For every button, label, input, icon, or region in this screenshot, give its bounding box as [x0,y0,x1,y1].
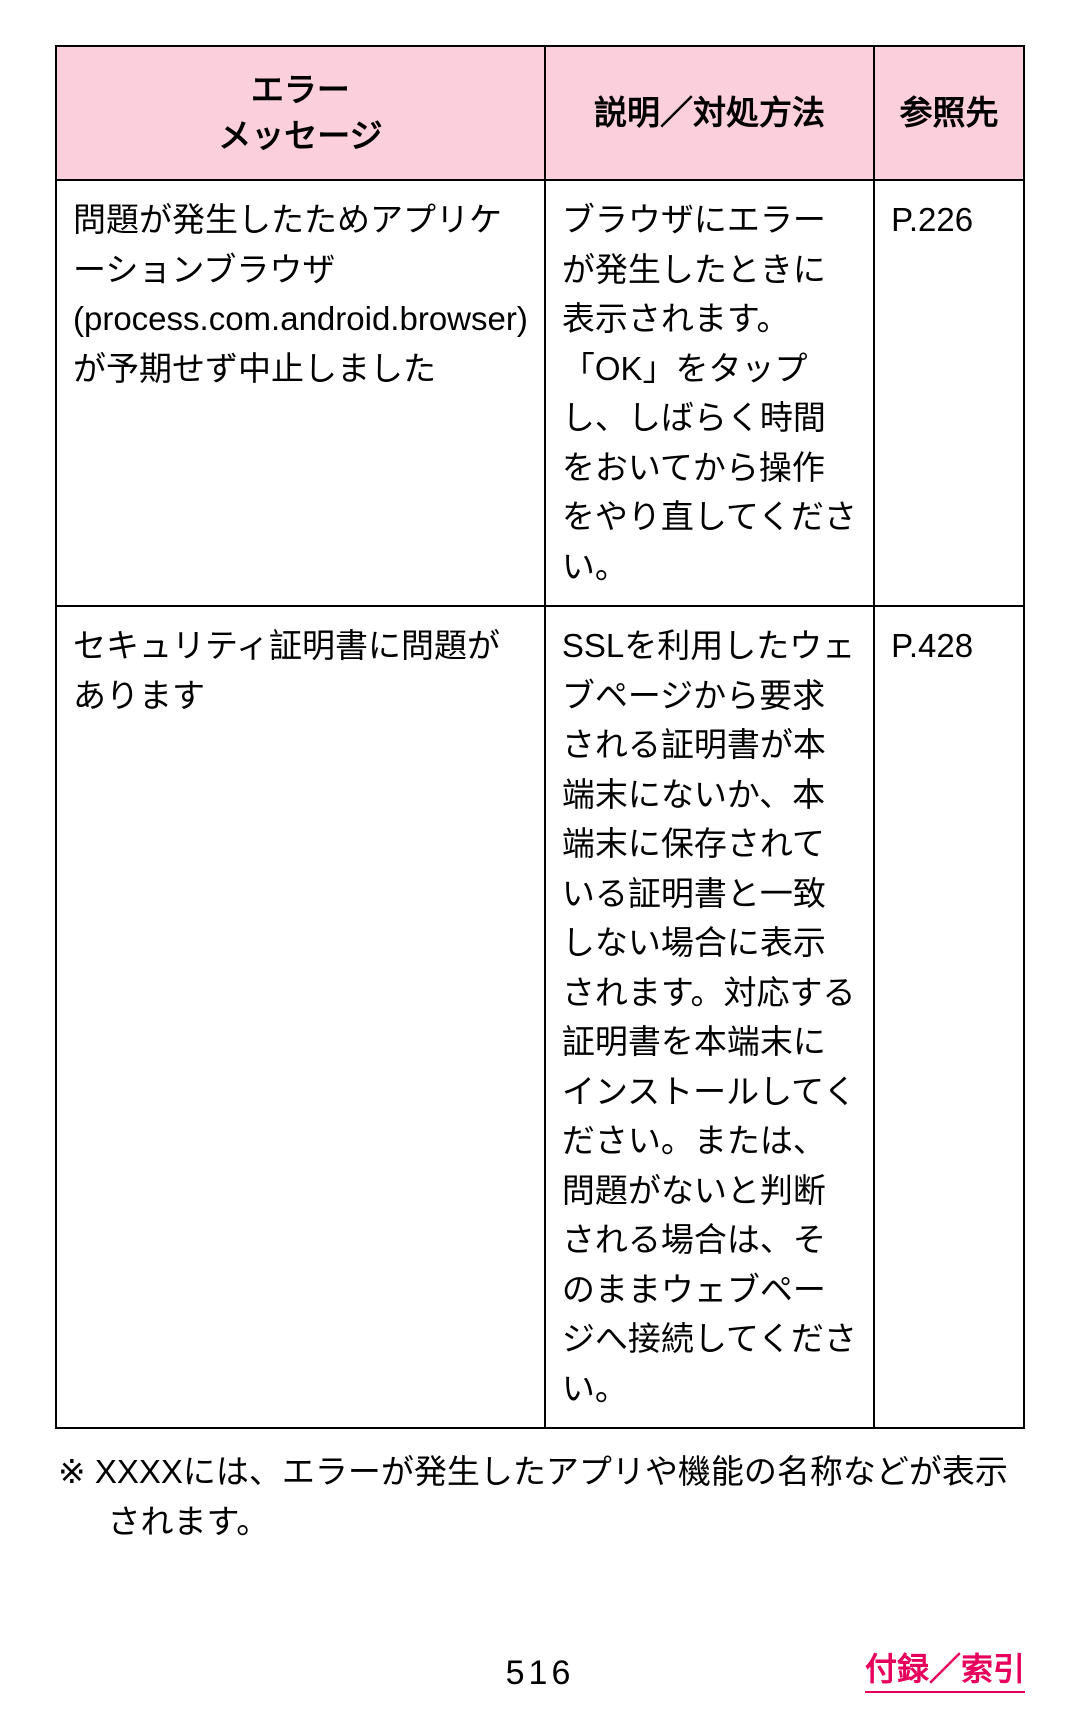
header-reference: 参照先 [874,46,1024,180]
table-header-row: エラー メッセージ 説明／対処方法 参照先 [56,46,1024,180]
table-row: 問題が発生したためアプリケーションブラウザ(process.com.androi… [56,180,1024,606]
cell-error: 問題が発生したためアプリケーションブラウザ(process.com.androi… [56,180,545,606]
appendix-index-link[interactable]: 付録／索引 [865,1644,1025,1693]
footnote: ※ XXXXには、エラーが発生したアプリや機能の名称などが表示されます。 [105,1447,1026,1546]
cell-description: SSLを利用したウェブページから要求される証明書が本端末にないか、本端末に保存さ… [545,606,874,1428]
header-description: 説明／対処方法 [545,46,874,180]
cell-description: ブラウザにエラーが発生したときに表示されます。「OK」をタップし、しばらく時間を… [545,180,874,606]
table-row: セキュリティ証明書に問題があります SSLを利用したウェブページから要求される証… [56,606,1024,1428]
error-message-table: エラー メッセージ 説明／対処方法 参照先 問題が発生したためアプリケーションブ… [55,45,1025,1429]
cell-error: セキュリティ証明書に問題があります [56,606,545,1428]
page-number: 516 [506,1654,575,1693]
cell-reference: P.226 [874,180,1024,606]
header-error-message: エラー メッセージ [56,46,545,180]
cell-reference: P.428 [874,606,1024,1428]
